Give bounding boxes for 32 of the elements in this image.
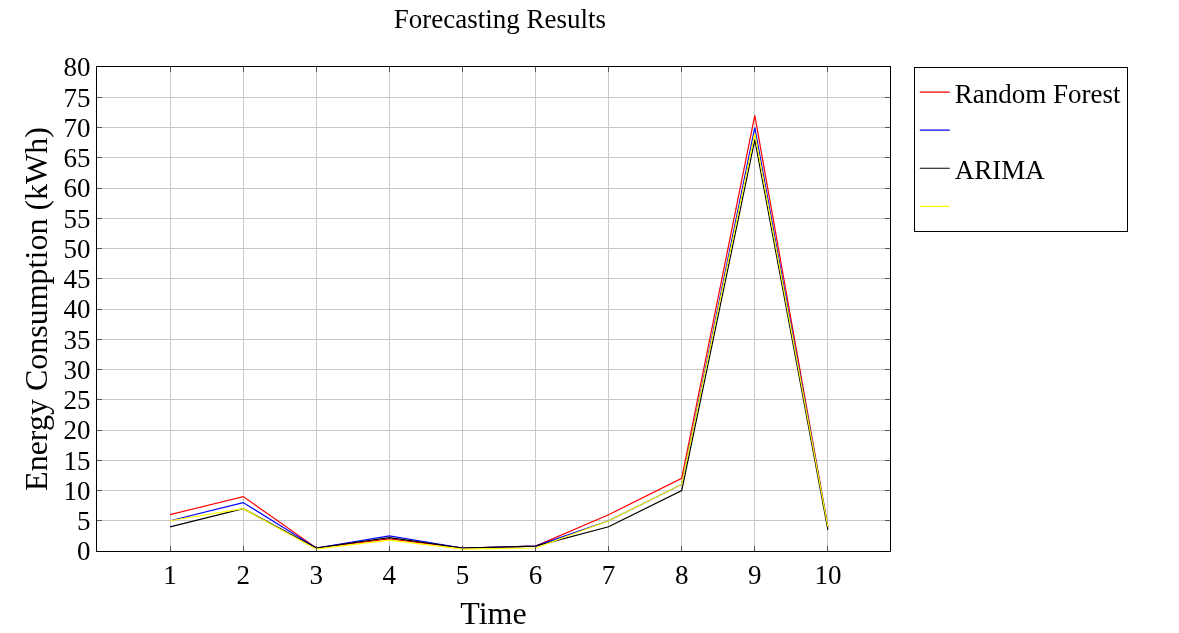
x-tick-label: 9 — [748, 560, 762, 591]
y-tick-label: 10 — [63, 475, 91, 506]
y-tick-label: 35 — [63, 324, 91, 355]
y-tick-label: 20 — [63, 415, 91, 446]
x-axis-title: Time — [460, 595, 527, 632]
y-axis-title: Energy Consumption (kWh) — [17, 127, 54, 491]
y-tick-label: 15 — [63, 445, 91, 476]
x-tick-label: 7 — [601, 560, 616, 591]
y-tick-label: 25 — [63, 385, 91, 416]
legend-label: Random Forest — [954, 78, 1122, 109]
y-tick-label: 5 — [77, 506, 91, 537]
y-tick-label: 30 — [63, 354, 91, 385]
chart-title: Forecasting Results — [393, 4, 607, 35]
x-tick-label: 5 — [455, 560, 470, 591]
y-tick-label: 60 — [63, 173, 91, 204]
x-tick-label: 4 — [382, 560, 397, 591]
y-tick-label: 65 — [63, 143, 91, 174]
x-tick-label: 6 — [528, 560, 543, 591]
y-tick-label: 55 — [63, 203, 91, 234]
y-tick-label: 50 — [63, 233, 91, 264]
x-tick-label: 1 — [163, 560, 177, 591]
x-tick-label: 8 — [674, 560, 689, 591]
x-tick-label: 3 — [309, 560, 324, 591]
x-tick-label: 10 — [814, 560, 842, 591]
legend-label: ARIMA — [954, 154, 1046, 185]
y-tick-label: 80 — [63, 52, 91, 83]
y-tick-label: 75 — [63, 82, 91, 113]
y-tick-label: 0 — [77, 536, 91, 567]
y-tick-label: 45 — [63, 264, 91, 295]
y-tick-label: 40 — [63, 294, 91, 325]
x-tick-label: 2 — [236, 560, 250, 591]
y-tick-label: 70 — [63, 112, 91, 143]
